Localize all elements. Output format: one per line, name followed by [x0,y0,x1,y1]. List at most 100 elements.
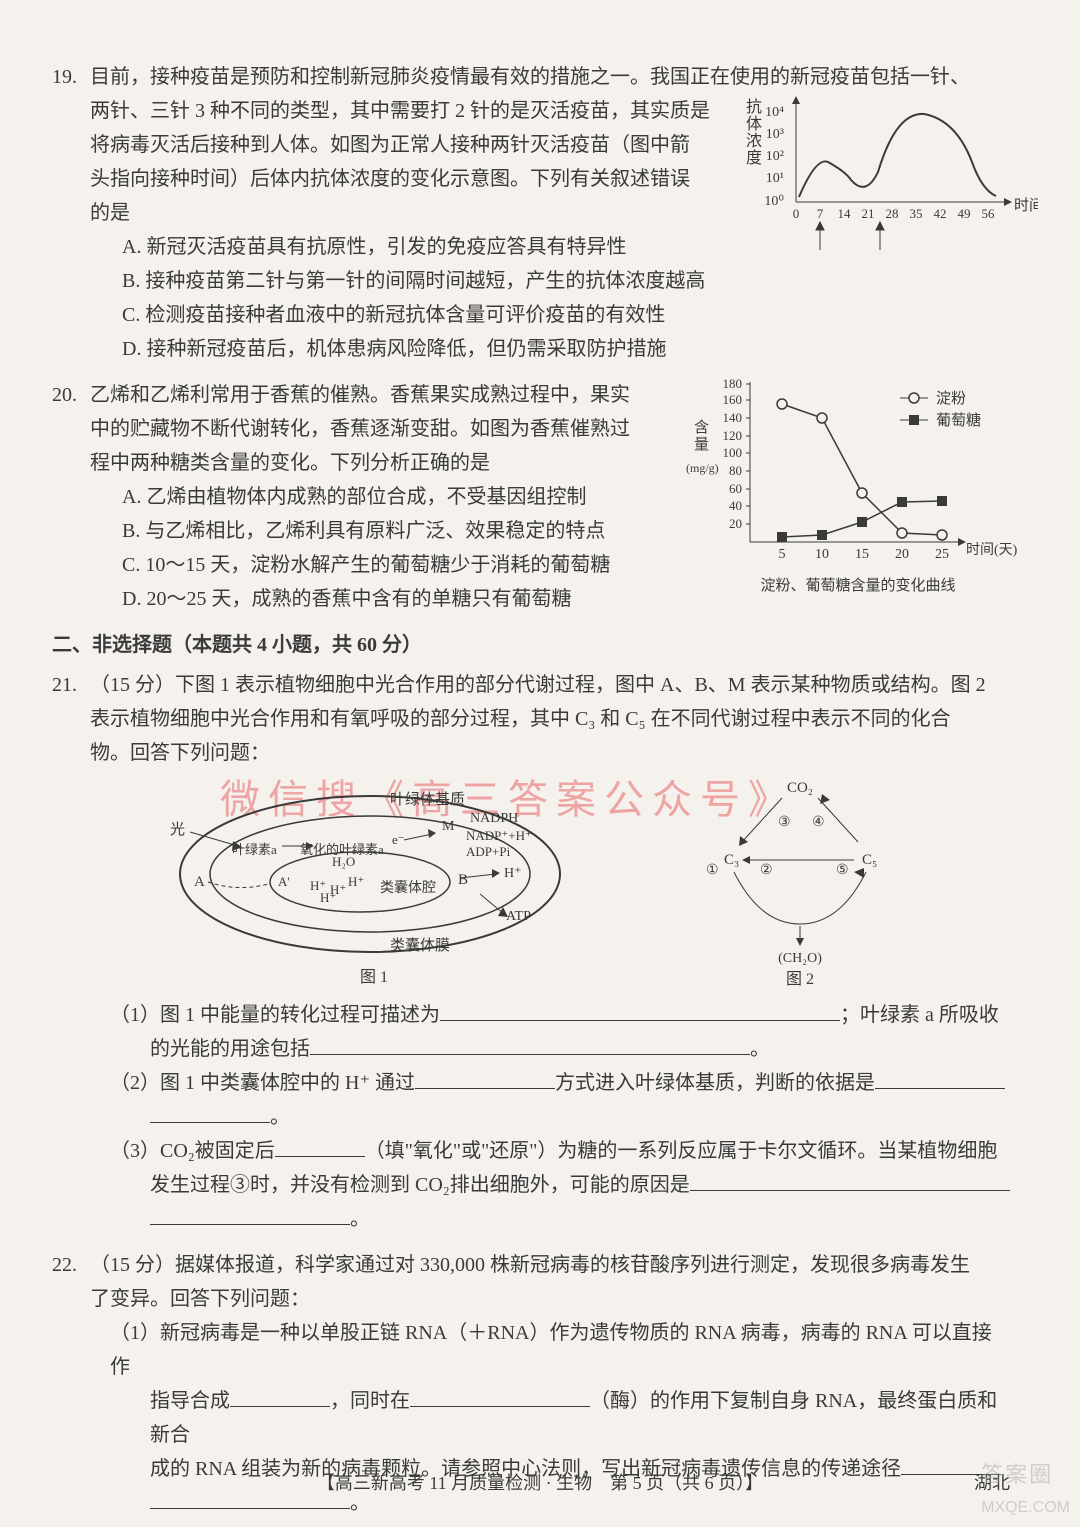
svg-text:图 1: 图 1 [360,969,388,986]
q19-optB: B. 接种疫苗第二针与第一针的间隔时间越短，产生的抗体浓度越高 [90,264,1010,298]
q22-line1: （15 分）据媒体报道，科学家通过对 330,000 株新冠病毒的核苷酸序列进行… [90,1248,1010,1282]
svg-text:10¹: 10¹ [766,171,784,186]
svg-text:42: 42 [934,206,947,221]
q21-sub1-cont: 的光能的用途包括。 [110,1032,1010,1066]
svg-text:(mg/g): (mg/g) [686,461,719,475]
svg-text:B: B [458,872,468,888]
svg-text:7: 7 [817,206,824,221]
svg-text:H⁺: H⁺ [348,874,364,889]
svg-text:抗体浓度: 抗体浓度 [746,98,762,167]
svg-text:10⁰: 10⁰ [764,194,784,209]
q19-number: 19. [52,60,77,94]
q19-optD: D. 接种新冠疫苗后，机体患病风险降低，但仍需采取防护措施 [90,332,1010,366]
svg-text:M: M [442,819,455,834]
question-21: 21. （15 分）下图 1 表示植物细胞中光合作用的部分代谢过程，图中 A、B… [90,668,1010,1236]
q19-optC: C. 检测疫苗接种者血液中的新冠抗体含量可评价疫苗的有效性 [90,298,1010,332]
svg-text:21: 21 [862,206,875,221]
svg-text:类囊体膜: 类囊体膜 [390,937,450,954]
q21-fig2: CO₂ ③ ④ C₃ C₅ ① ② ⑤ (CH₂O) 图 2 [650,774,930,994]
svg-text:H₂O: H₂O [332,854,355,869]
svg-text:140: 140 [723,410,743,425]
corner-watermark: 答案圈 MXQE.COM [981,1456,1070,1521]
q20-number: 20. [52,378,77,412]
svg-text:H⁺: H⁺ [504,866,522,881]
q21-number: 21. [52,668,77,702]
svg-text:①: ① [706,863,719,878]
q22-sub1-l1: （1）新冠病毒是一种以单股正链 RNA（＋RNA）作为遗传物质的 RNA 病毒，… [110,1316,1010,1384]
svg-text:100: 100 [723,445,743,460]
svg-text:49: 49 [958,206,971,221]
svg-text:④: ④ [812,815,825,830]
svg-text:淀粉、葡萄糖含量的变化曲线: 淀粉、葡萄糖含量的变化曲线 [760,577,955,594]
q21-sub2: （2）图 1 中类囊体腔中的 H⁺ 通过方式进入叶绿体基质，判断的依据是 [110,1066,1010,1100]
svg-text:14: 14 [838,206,852,221]
q21-line2: 表示植物细胞中光合作用和有氧呼吸的部分过程，其中 C₃ 和 C₅ 在不同代谢过程… [90,702,1010,736]
svg-text:120: 120 [723,428,743,443]
svg-text:NADPH: NADPH [470,811,518,826]
q22-number: 22. [52,1248,77,1282]
svg-text:含量: 含量 [694,419,709,453]
svg-text:20: 20 [895,547,909,562]
svg-text:10²: 10² [766,149,784,164]
svg-text:80: 80 [729,463,742,478]
svg-text:ADP+Pi: ADP+Pi [466,844,511,859]
q21-sub3-line3: 。 [110,1202,1010,1236]
q21-line3: 物。回答下列问题： [90,736,1010,770]
svg-text:时间: 时间 [1014,197,1038,214]
q20-chart: 20 40 60 80 100 120 140 160 180 含量 (mg/g… [678,372,1038,597]
svg-text:e⁻: e⁻ [392,832,405,847]
q21-sub3: （3）CO₂被固定后（填"氧化"或"还原"）为糖的一系列反应属于卡尔文循环。当某… [110,1134,1010,1168]
q21-sub3-line2: 发生过程③时，并没有检测到 CO₂排出细胞外，可能的原因是 [110,1168,1010,1202]
svg-text:图 2: 图 2 [786,971,814,988]
svg-text:②: ② [760,863,773,878]
svg-text:A: A [194,874,205,890]
section-2-heading: 二、非选择题（本题共 4 小题，共 60 分） [52,628,1010,662]
q22-sub1-l2: 指导合成，同时在（酶）的作用下复制自身 RNA，最终蛋白质和新合 [110,1384,1010,1452]
svg-text:光: 光 [170,821,185,838]
question-20: 20. 乙烯和乙烯利常用于香蕉的催熟。香蕉果实成熟过程中，果实 中的贮藏物不断代… [90,378,1010,616]
svg-text:C₃: C₃ [724,852,739,868]
q21-sub1: （1）图 1 中能量的转化过程可描述为；叶绿素 a 所吸收 [110,998,1010,1032]
svg-text:(CH₂O): (CH₂O) [778,951,822,966]
svg-text:NADP⁺+H⁺: NADP⁺+H⁺ [466,828,532,843]
svg-text:56: 56 [982,206,996,221]
svg-text:160: 160 [723,392,743,407]
svg-text:葡萄糖: 葡萄糖 [936,412,981,429]
svg-text:⑤: ⑤ [836,863,849,878]
svg-text:叶绿体基质: 叶绿体基质 [390,791,465,808]
page-footer: 【高三新高考 11 月质量检测 · 生物 第 5 页（共 6 页）】 [0,1468,1080,1499]
q22-line2: 了变异。回答下列问题： [90,1282,1010,1316]
q19-chart: 10⁰ 10¹ 10² 10³ 10⁴ 抗体浓度 0 7 14 21 28 35… [728,88,1038,258]
q21-fig1: 光 叶绿体基质 叶绿素a 氧化的叶绿素a e⁻ M NADPH NADP⁺+H⁺… [160,774,600,994]
svg-text:C₅: C₅ [862,852,877,868]
svg-text:10⁴: 10⁴ [765,105,784,120]
q21-line1: （15 分）下图 1 表示植物细胞中光合作用的部分代谢过程，图中 A、B、M 表… [90,668,1010,702]
svg-text:25: 25 [935,547,949,562]
svg-text:10: 10 [815,547,829,562]
svg-text:时间(天): 时间(天) [966,542,1018,558]
q19-line2: 两针、三针 3 种不同的类型，其中需要打 2 针的是灭活疫苗，其实质是 [90,94,710,128]
svg-text:ATP: ATP [506,909,531,924]
q19-line3: 将病毒灭活后接种到人体。如图为正常人接种两针灭活疫苗（图中箭 [90,128,710,162]
svg-text:20: 20 [729,516,742,531]
question-19: 19. 目前，接种疫苗是预防和控制新冠肺炎疫情最有效的措施之一。我国正在使用的新… [90,60,1010,366]
svg-text:28: 28 [886,206,899,221]
q19-line4: 头指向接种时间）后体内抗体浓度的变化示意图。下列有关叙述错误 [90,162,710,196]
svg-text:类囊体腔: 类囊体腔 [380,879,436,896]
svg-text:CO₂: CO₂ [787,780,813,796]
q20-line2: 中的贮藏物不断代谢转化，香蕉逐渐变甜。如图为香蕉催熟过 [90,412,650,446]
svg-text:③: ③ [778,815,791,830]
svg-text:10³: 10³ [766,127,784,142]
svg-text:60: 60 [729,481,742,496]
svg-text:15: 15 [855,547,869,562]
svg-text:35: 35 [910,206,923,221]
q21-sub2-cont: 。 [110,1100,1010,1134]
svg-text:A': A' [278,874,290,889]
svg-text:H⁺: H⁺ [320,890,336,905]
svg-text:淀粉: 淀粉 [936,390,966,407]
q20-line1: 乙烯和乙烯利常用于香蕉的催熟。香蕉果实成熟过程中，果实 [90,378,650,412]
svg-text:180: 180 [723,376,743,391]
svg-text:0: 0 [793,206,800,221]
svg-text:40: 40 [729,498,742,513]
svg-text:5: 5 [779,547,786,562]
